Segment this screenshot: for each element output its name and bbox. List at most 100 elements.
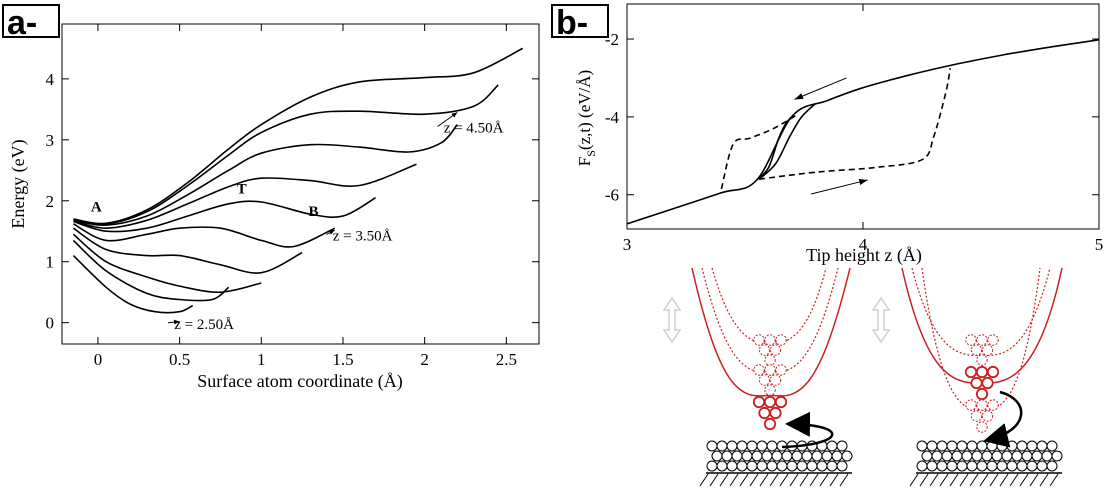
- series-line: [73, 197, 377, 233]
- tip-atom: [753, 334, 765, 346]
- tip-atom: [775, 334, 787, 346]
- surface-hatch: [709, 473, 719, 487]
- surface-hatch: [819, 473, 829, 487]
- tip-atom: [764, 364, 776, 376]
- surface-hatch: [1009, 473, 1019, 487]
- annotation-label: A: [91, 200, 102, 216]
- surface-atom: [1016, 460, 1028, 472]
- surface-hatch: [959, 473, 969, 487]
- surface-atom: [771, 450, 783, 462]
- surface-atom: [826, 460, 838, 472]
- y-tick-label: -4: [605, 108, 620, 127]
- y-axis-label-a: Energy (eV): [8, 139, 29, 228]
- x-axis-label-a: Surface atom coordinate (Å): [197, 371, 402, 392]
- surface-hatch: [729, 473, 739, 487]
- tip-atom: [976, 421, 988, 433]
- tip-atom: [774, 395, 788, 409]
- surface-atom: [966, 460, 978, 472]
- surface-atom: [926, 460, 938, 472]
- tip-atom: [753, 364, 765, 376]
- series-line: [626, 39, 1100, 225]
- surface-atom: [936, 460, 948, 472]
- tip-atom: [975, 387, 989, 401]
- series-line: [758, 102, 817, 180]
- surface-atom: [726, 440, 738, 452]
- tip-atom: [976, 399, 988, 411]
- surface-atom: [1021, 450, 1033, 462]
- double-arrow-icon: [662, 296, 682, 344]
- tip-atom: [764, 354, 776, 366]
- tip-atom: [965, 334, 977, 346]
- tip-atom: [986, 365, 1000, 379]
- tip-atom: [758, 406, 771, 420]
- surface-hatch: [1049, 473, 1059, 487]
- series-line: [759, 68, 952, 180]
- series-line: [73, 163, 417, 230]
- panel-label-b: b-: [551, 4, 609, 40]
- surface-hatch: [989, 473, 999, 487]
- surface-atom: [971, 450, 983, 462]
- surface-atom: [836, 460, 848, 472]
- surface-atom: [1001, 450, 1013, 462]
- surface-atom: [746, 440, 758, 452]
- surface-atom: [936, 440, 948, 452]
- surface-atom: [716, 440, 728, 452]
- tip-atom: [981, 376, 994, 390]
- surface-atom: [1011, 450, 1023, 462]
- tip-atom: [964, 365, 978, 379]
- surface-hatch: [1019, 473, 1029, 487]
- surface-atom: [1006, 440, 1018, 452]
- surface-atom: [816, 460, 828, 472]
- surface-atom: [976, 440, 988, 452]
- tip-atoms-left: [752, 334, 788, 431]
- surface-atom: [796, 460, 808, 472]
- surface-atom: [706, 460, 718, 472]
- surface-hatch: [789, 473, 799, 487]
- surface-atom: [831, 450, 843, 462]
- y-tick-label: -2: [605, 30, 619, 49]
- tip-atom: [987, 334, 999, 346]
- annotation-arrowhead: [173, 319, 180, 325]
- plot-frame-a: [61, 23, 540, 345]
- surface-atom: [741, 450, 753, 462]
- tip-atom: [981, 344, 994, 356]
- surface-hatch: [829, 473, 839, 487]
- annotation-arrowhead: [328, 230, 335, 235]
- surface-hatch: [929, 473, 939, 487]
- annotation-label: B: [309, 204, 319, 220]
- surface-atom: [1026, 440, 1038, 452]
- surface-atom: [986, 460, 998, 472]
- tip-atom: [764, 384, 776, 396]
- annotation-label: z = 4.50Å: [444, 120, 504, 136]
- tip-atom: [976, 334, 988, 346]
- series-line: [720, 114, 798, 190]
- surface-atom: [916, 440, 928, 452]
- surface-hatch: [919, 473, 929, 487]
- tip-atom: [758, 374, 771, 386]
- tip-atom: [970, 410, 983, 422]
- series-line: [72, 227, 303, 274]
- arrow-right: [810, 179, 868, 195]
- surface-atom: [736, 440, 748, 452]
- tip-atom: [976, 354, 988, 366]
- surface-atom: [1016, 440, 1028, 452]
- surface-atom: [711, 450, 723, 462]
- surface-atom: [786, 460, 798, 472]
- surface-atom: [821, 450, 833, 462]
- series-line: [72, 239, 230, 302]
- surface-atom: [956, 440, 968, 452]
- surface-hatch: [1029, 473, 1039, 487]
- surface-atom: [951, 450, 963, 462]
- arrow-left: [794, 77, 847, 100]
- surface-atom: [1031, 450, 1043, 462]
- series-line: [756, 115, 793, 181]
- surface-atom: [726, 460, 738, 472]
- surface-atom: [1036, 440, 1048, 452]
- surface-atom: [946, 440, 958, 452]
- surface-hatch: [949, 473, 959, 487]
- tip-atom: [975, 365, 989, 379]
- surface-hatch: [769, 473, 779, 487]
- panel-label-a: a-: [2, 4, 60, 40]
- tip-atom: [775, 364, 787, 376]
- tip-atom: [769, 344, 782, 356]
